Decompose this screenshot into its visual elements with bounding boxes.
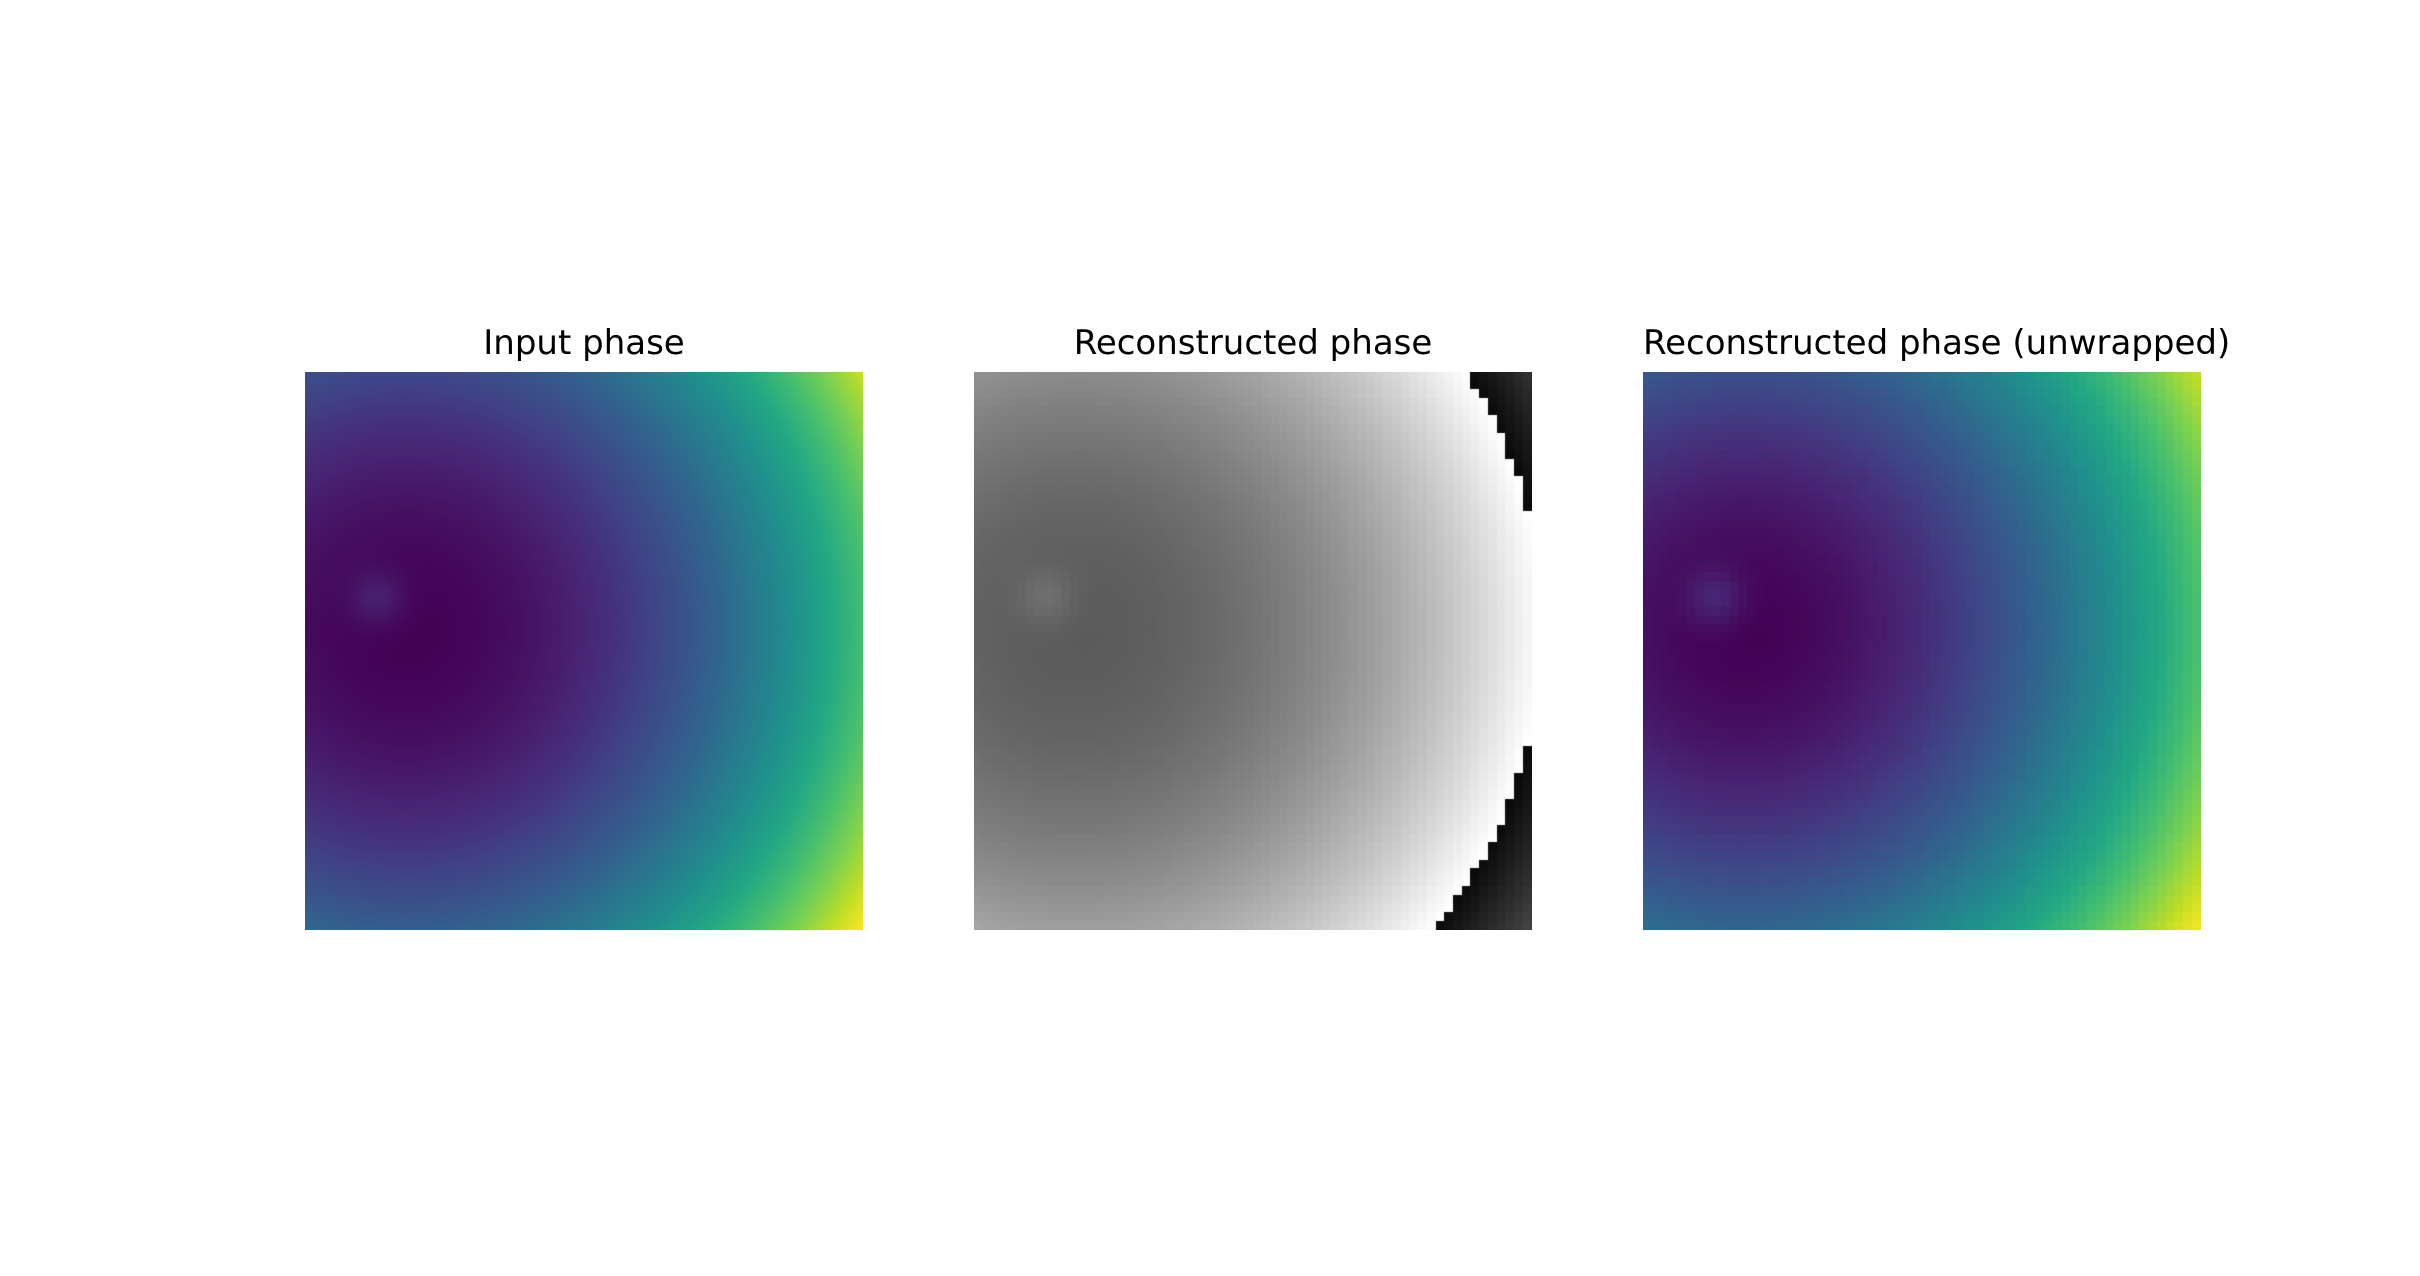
reconstructed-phase-panel: Reconstructed phase	[974, 320, 1532, 930]
unwrapped-phase-panel: Reconstructed phase (unwrapped)	[1643, 320, 2231, 930]
panel-title: Reconstructed phase	[1073, 323, 1433, 363]
panel-title: Reconstructed phase (unwrapped)	[1643, 323, 2231, 363]
reconstructed-phase-image	[974, 372, 1532, 930]
input-phase-image	[305, 372, 863, 930]
input-phase-panel: Input phase	[305, 320, 863, 930]
unwrapped-phase-image	[1643, 372, 2201, 930]
panel-title: Input phase	[483, 323, 685, 363]
